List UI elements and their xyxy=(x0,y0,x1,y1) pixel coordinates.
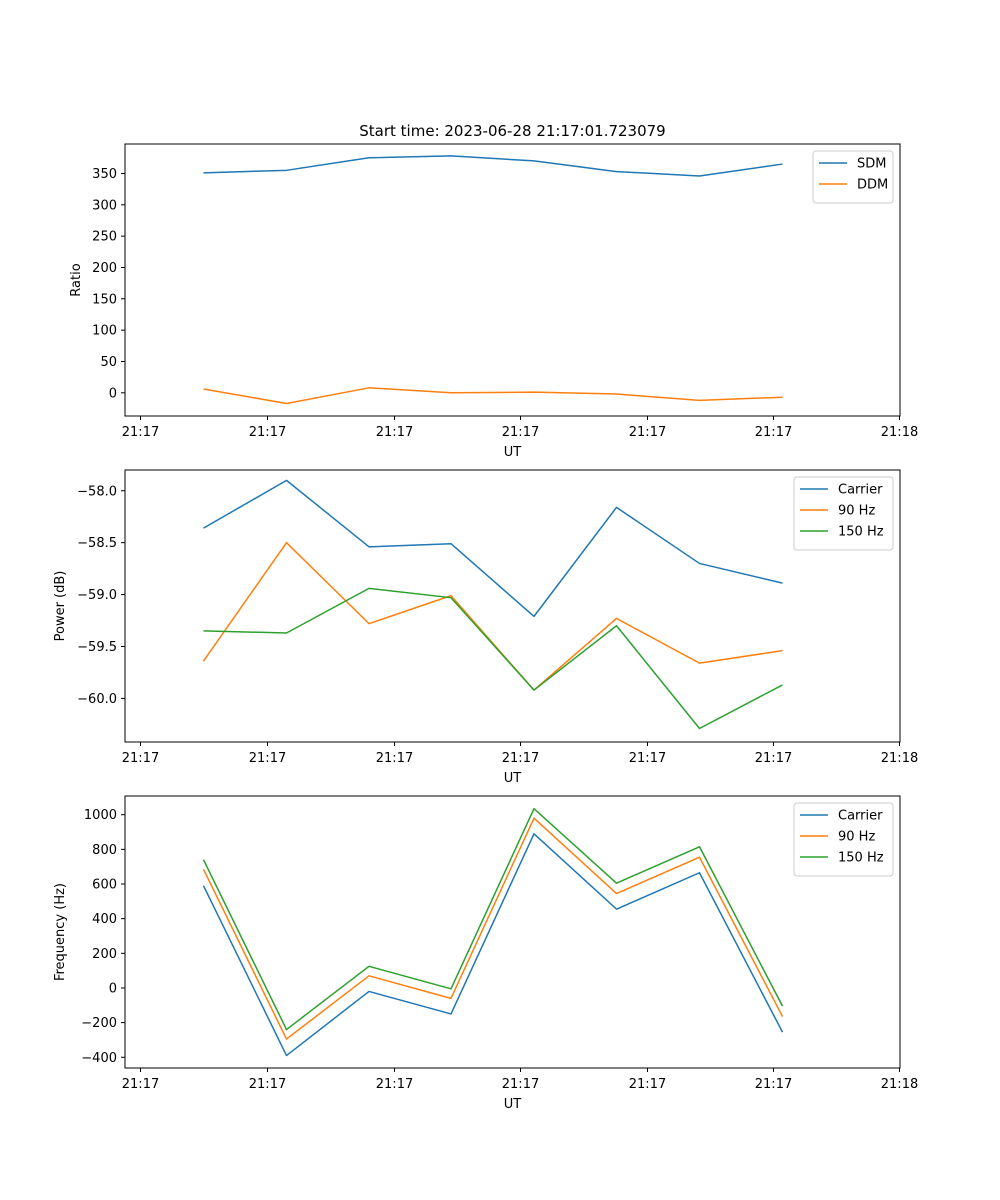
series-line-90-hz xyxy=(202,817,784,1040)
series-line-ddm xyxy=(203,387,783,405)
x-tick-label: 21:17 xyxy=(502,1077,539,1092)
series-line-carrier xyxy=(202,833,784,1057)
legend-box xyxy=(812,150,894,204)
x-axis-label: UT xyxy=(504,445,522,460)
y-tick-label: −59.5 xyxy=(77,640,117,655)
x-axis-label: UT xyxy=(504,1097,522,1112)
legend-label: SDM xyxy=(857,157,886,172)
axes-frame xyxy=(124,143,901,417)
x-tick-label: 21:18 xyxy=(881,425,918,440)
x-tick-label: 21:17 xyxy=(502,425,539,440)
subplot-3: 21:17 21:17 21:17 21:17 21:17 21:17 21:18 −400 −… xyxy=(53,795,918,1112)
y-tick-label: −60.0 xyxy=(77,692,117,707)
x-tick-label: 21:18 xyxy=(881,751,918,766)
x-tick-label: 21:17 xyxy=(249,751,286,766)
y-tick-label: −400 xyxy=(81,1051,117,1066)
x-tick-label: 21:17 xyxy=(122,1077,159,1092)
legend-label: DDM xyxy=(857,178,888,193)
x-axis-label: UT xyxy=(504,771,522,786)
series-line-150-hz xyxy=(202,807,784,1031)
y-tick-label: 250 xyxy=(92,230,117,245)
legend-label: Carrier xyxy=(838,809,883,824)
legend: Carrier 90 Hz 150 Hz xyxy=(793,476,894,551)
y-tick-label: 0 xyxy=(109,981,117,996)
y-tick-label: 150 xyxy=(92,292,117,307)
y-tick-label: 350 xyxy=(92,167,117,182)
x-tick-label: 21:17 xyxy=(755,751,792,766)
x-tick-label: 21:17 xyxy=(249,425,286,440)
legend-label: 150 Hz xyxy=(838,851,884,866)
y-tick-label: 100 xyxy=(92,324,117,339)
x-tick-label: 21:17 xyxy=(629,1077,666,1092)
x-tick-label: 21:17 xyxy=(249,1077,286,1092)
y-tick-label: 50 xyxy=(100,355,117,370)
x-tick-label: 21:17 xyxy=(376,425,413,440)
axes-frame xyxy=(124,469,901,743)
y-tick-label: 200 xyxy=(92,261,117,276)
y-tick-label: 1000 xyxy=(84,808,117,823)
x-tick-label: 21:17 xyxy=(755,425,792,440)
legend-label: 90 Hz xyxy=(838,830,875,845)
y-tick-label: −59.0 xyxy=(77,588,117,603)
y-tick-label: −58.0 xyxy=(77,484,117,499)
series-line-150-hz xyxy=(203,587,783,730)
legend-label: 150 Hz xyxy=(838,525,884,540)
series-line-carrier xyxy=(203,479,783,618)
subplot-1: 21:17 21:17 21:17 21:17 21:17 21:17 21:18 0 50 10… xyxy=(69,143,918,460)
legend: SDM DDM xyxy=(812,150,894,204)
legend: Carrier 90 Hz 150 Hz xyxy=(793,802,894,877)
y-axis-label: Frequency (Hz) xyxy=(53,883,68,981)
y-axis-label: Ratio xyxy=(69,263,84,296)
axes-frame xyxy=(124,795,901,1069)
subplot-2: 21:17 21:17 21:17 21:17 21:17 21:17 21:18 −60.0… xyxy=(53,469,918,786)
x-tick-label: 21:17 xyxy=(122,425,159,440)
y-tick-label: 200 xyxy=(92,947,117,962)
x-tick-label: 21:17 xyxy=(502,751,539,766)
x-tick-label: 21:17 xyxy=(629,751,666,766)
legend-label: 90 Hz xyxy=(838,504,875,519)
x-tick-label: 21:18 xyxy=(881,1077,918,1092)
y-tick-label: −58.5 xyxy=(77,536,117,551)
chart-title: Start time: 2023-06-28 21:17:01.723079 xyxy=(359,122,665,140)
x-tick-label: 21:17 xyxy=(376,1077,413,1092)
series-line-sdm xyxy=(203,155,783,177)
x-tick-label: 21:17 xyxy=(376,751,413,766)
series-line-90-hz xyxy=(202,541,783,691)
x-tick-label: 21:17 xyxy=(755,1077,792,1092)
x-tick-label: 21:17 xyxy=(629,425,666,440)
plots: 21:17 21:17 21:17 21:17 21:17 21:17 21:18 0 50 10… xyxy=(53,143,918,1112)
y-tick-label: 300 xyxy=(92,198,117,213)
y-tick-label: 0 xyxy=(109,386,117,401)
x-tick-label: 21:17 xyxy=(122,751,159,766)
y-tick-label: 400 xyxy=(92,912,117,927)
legend-label: Carrier xyxy=(838,483,883,498)
y-tick-label: −200 xyxy=(81,1016,117,1031)
y-axis-label: Power (dB) xyxy=(53,571,68,642)
y-tick-label: 600 xyxy=(92,878,117,893)
y-tick-label: 800 xyxy=(92,843,117,858)
